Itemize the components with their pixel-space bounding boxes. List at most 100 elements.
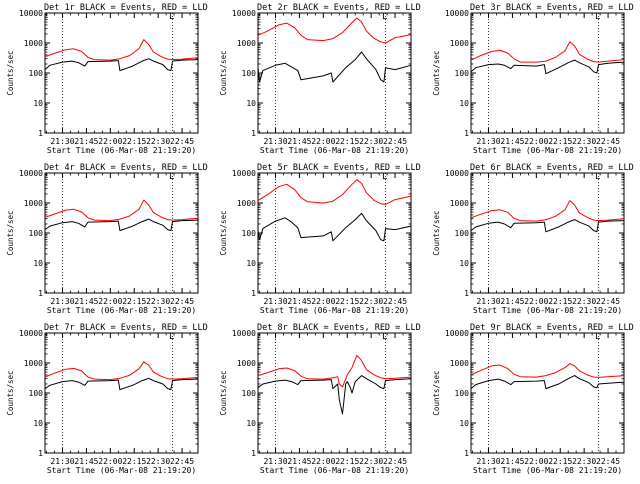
x-tick-label: 21:30 [476,137,500,146]
y-tick-label: 1 [251,129,256,138]
plot-frame [470,332,625,454]
x-tick-label: 22:45 [596,457,620,466]
corner-mark: L [595,172,600,182]
chart-title: Det 5r BLACK = Events, RED = LLD [257,163,421,173]
x-tick-label: 21:45 [500,457,524,466]
y-tick-label: 10000 [445,329,469,338]
y-axis-label: Counts/sec [432,50,441,95]
series-line-lld [257,17,412,44]
x-tick-label: 22:45 [383,137,407,146]
y-tick-label: 1 [38,289,43,298]
x-tick-label: 21:45 [74,297,98,306]
x-tick-label: 21:45 [287,297,311,306]
series-line-lld [257,179,412,205]
y-tick-label: 10000 [232,329,256,338]
detector-panel-1: Det 1r BLACK = Events, RED = LLD L 1 10 100 1… [0,0,213,160]
plot-frame [257,12,412,134]
y-tick-label: 1 [464,129,469,138]
x-axis-label: Start Time (06-Mar-08 21:19:20) [473,306,622,315]
y-tick-label: 10 [459,259,469,268]
corner-mark: L [595,332,600,342]
x-tick-label: 22:00 [524,137,548,146]
plot-frame [44,12,199,134]
series-line-lld [44,361,199,381]
detector-panel-5: Det 5r BLACK = Events, RED = LLD L 1 10 100 1… [213,160,426,320]
y-tick-label: 100 [455,69,470,78]
y-tick-label: 10000 [19,329,43,338]
y-tick-label: 1000 [24,39,43,48]
y-axis-label: Counts/sec [432,370,441,415]
x-tick-label: 21:45 [287,457,311,466]
x-tick-label: 22:30 [359,137,383,146]
series-line-events [257,51,412,83]
x-tick-label: 22:30 [146,137,170,146]
y-tick-label: 10000 [445,9,469,18]
x-tick-label: 22:00 [98,137,122,146]
x-tick-label: 21:30 [50,297,74,306]
x-tick-label: 21:30 [263,297,287,306]
y-axis-label: Counts/sec [219,210,228,255]
x-tick-label: 22:45 [170,137,194,146]
y-tick-label: 10 [33,419,43,428]
y-tick-label: 1000 [450,199,469,208]
x-tick-label: 21:30 [263,457,287,466]
y-tick-label: 10 [459,99,469,108]
y-tick-label: 1000 [450,39,469,48]
x-tick-label: 22:15 [122,457,146,466]
x-tick-label: 22:45 [596,297,620,306]
x-tick-label: 22:45 [170,297,194,306]
y-tick-label: 10 [33,99,43,108]
y-tick-label: 10 [459,419,469,428]
y-tick-label: 10 [246,99,256,108]
series-line-events [257,212,412,242]
y-tick-label: 100 [242,229,257,238]
series-line-events [470,375,625,390]
series-line-events [44,218,199,232]
x-tick-label: 22:00 [311,297,335,306]
y-tick-label: 10000 [19,9,43,18]
y-tick-label: 1 [251,449,256,458]
y-tick-label: 10 [246,259,256,268]
x-tick-label: 22:15 [335,297,359,306]
series-line-lld [470,363,625,378]
x-axis-label: Start Time (06-Mar-08 21:19:20) [47,306,196,315]
x-tick-label: 22:00 [311,137,335,146]
corner-mark: L [169,332,174,342]
series-line-events [470,59,625,75]
x-tick-label: 21:45 [74,457,98,466]
chart-title: Det 8r BLACK = Events, RED = LLD [257,323,421,333]
chart-title: Det 2r BLACK = Events, RED = LLD [257,3,421,13]
y-tick-label: 100 [29,229,44,238]
detector-panel-9: Det 9r BLACK = Events, RED = LLD L 1 10 100 1… [426,320,639,480]
x-tick-label: 22:30 [572,297,596,306]
x-tick-label: 21:30 [476,297,500,306]
x-tick-label: 22:15 [548,297,572,306]
x-tick-label: 21:45 [500,297,524,306]
y-tick-label: 1 [38,129,43,138]
corner-mark: L [169,12,174,22]
x-axis-label: Start Time (06-Mar-08 21:19:20) [260,146,409,155]
corner-mark: L [382,172,387,182]
detector-panel-8: Det 8r BLACK = Events, RED = LLD L 1 10 100 1… [213,320,426,480]
series-line-events [44,377,199,391]
corner-mark: L [382,332,387,342]
y-tick-label: 100 [455,229,470,238]
x-tick-label: 22:45 [596,137,620,146]
y-axis-label: Counts/sec [6,370,15,415]
x-tick-label: 22:15 [122,297,146,306]
x-tick-label: 22:15 [335,137,359,146]
y-tick-label: 100 [242,389,257,398]
chart-title: Det 6r BLACK = Events, RED = LLD [470,163,634,173]
x-tick-label: 22:30 [572,457,596,466]
plot-frame [44,172,199,294]
x-tick-label: 22:45 [383,297,407,306]
chart-title: Det 3r BLACK = Events, RED = LLD [470,3,634,13]
y-tick-label: 1000 [237,199,256,208]
x-tick-label: 22:30 [572,137,596,146]
